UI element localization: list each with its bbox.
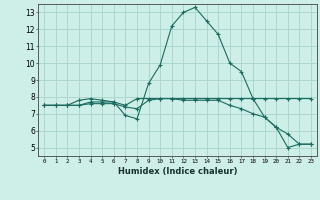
X-axis label: Humidex (Indice chaleur): Humidex (Indice chaleur) bbox=[118, 167, 237, 176]
